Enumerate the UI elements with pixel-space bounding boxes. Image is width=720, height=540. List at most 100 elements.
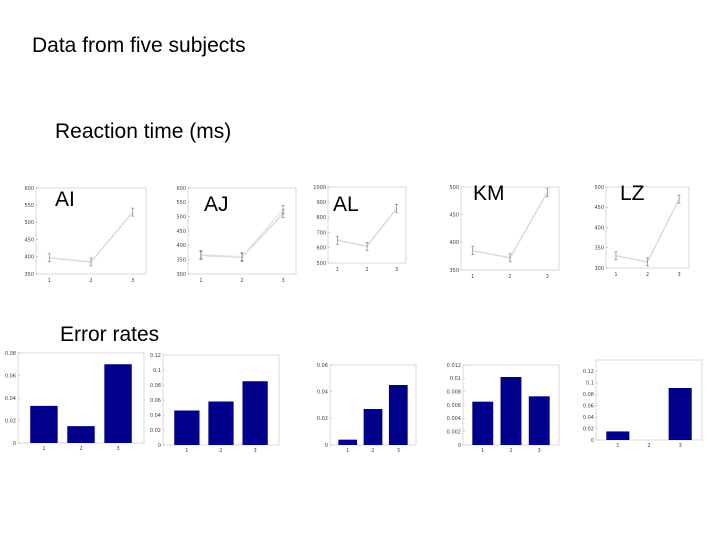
y-tick-label: 0.04 bbox=[317, 389, 328, 395]
bar bbox=[606, 431, 630, 440]
x-tick-label: 1 bbox=[199, 278, 202, 284]
y-tick-label: 0.02 bbox=[583, 426, 594, 432]
x-tick-label: 2 bbox=[240, 278, 243, 284]
bar bbox=[174, 410, 200, 445]
x-tick-label: 2 bbox=[508, 274, 511, 280]
y-tick-label: 600 bbox=[24, 186, 34, 192]
y-tick-label: 350 bbox=[594, 246, 604, 252]
y-tick-label: 0.06 bbox=[5, 373, 16, 379]
y-tick-label: 0.06 bbox=[583, 404, 594, 410]
y-tick-label: 350 bbox=[176, 257, 186, 263]
y-tick-label: 500 bbox=[24, 220, 34, 226]
x-tick-label: 3 bbox=[538, 448, 541, 454]
y-tick-label: 800 bbox=[316, 215, 326, 221]
x-tick-label: 3 bbox=[679, 443, 682, 449]
y-tick-label: 0 bbox=[158, 443, 161, 449]
subject-label-aj: AJ bbox=[204, 193, 229, 216]
bar bbox=[500, 377, 522, 445]
x-tick-label: 1 bbox=[346, 448, 349, 454]
err-chart-al-plot: 0 0.02 0.04 0.06 1 2 3 bbox=[317, 363, 417, 454]
y-tick-label: 0.06 bbox=[150, 398, 161, 404]
y-tick-label: 0.08 bbox=[150, 383, 161, 389]
bar bbox=[338, 439, 358, 445]
subject-label-km: KM bbox=[473, 182, 505, 205]
y-tick-label: 0.006 bbox=[447, 403, 461, 409]
bar bbox=[104, 364, 132, 443]
y-tick-label: 600 bbox=[316, 246, 326, 252]
rt-chart-aj-plot: 300 350 400 450 500 550 600 1 2 3 bbox=[176, 186, 297, 284]
x-tick-label: 1 bbox=[471, 274, 474, 280]
y-tick-label: 0.01 bbox=[450, 376, 461, 382]
y-tick-label: 550 bbox=[24, 203, 34, 209]
x-tick-label: 2 bbox=[371, 448, 374, 454]
y-tick-label: 0.004 bbox=[447, 416, 461, 422]
y-tick-label: 450 bbox=[176, 229, 186, 235]
x-tick-label: 3 bbox=[116, 446, 119, 452]
y-tick-label: 0.02 bbox=[317, 416, 328, 422]
y-tick-label: 900 bbox=[316, 200, 326, 206]
y-tick-label: 0.04 bbox=[150, 413, 161, 419]
x-tick-label: 3 bbox=[131, 278, 134, 284]
y-tick-label: 500 bbox=[316, 261, 326, 267]
y-tick-label: 450 bbox=[449, 212, 459, 218]
x-tick-label: 1 bbox=[616, 443, 619, 449]
x-tick-label: 3 bbox=[677, 272, 680, 278]
err-chart-ai-plot: 0 0.02 0.04 0.06 0.08 1 2 3 bbox=[5, 351, 145, 452]
y-tick-label: 0 bbox=[591, 438, 594, 444]
y-tick-label: 0.1 bbox=[153, 368, 161, 374]
x-tick-label: 1 bbox=[336, 267, 339, 273]
x-tick-label: 3 bbox=[395, 267, 398, 273]
y-tick-label: 550 bbox=[176, 200, 186, 206]
y-tick-label: 450 bbox=[24, 237, 34, 243]
bar bbox=[668, 388, 692, 440]
error-rates-label: Error rates bbox=[60, 323, 160, 346]
bar bbox=[363, 409, 383, 445]
err-chart-km-plot: 0 0.002 0.004 0.006 0.008 0.01 0.012 1 2 3 bbox=[447, 363, 560, 454]
subject-label-lz: LZ bbox=[620, 182, 645, 205]
x-tick-label: 2 bbox=[89, 278, 92, 284]
y-tick-label: 400 bbox=[24, 255, 34, 261]
x-tick-label: 1 bbox=[42, 446, 45, 452]
slide-title: Data from five subjects bbox=[32, 34, 246, 57]
rt-chart-al-plot: 500 600 700 800 900 1000 1 2 3 bbox=[313, 185, 407, 273]
err-chart-aj-plot: 0 0.02 0.04 0.06 0.08 0.1 0.12 1 2 3 bbox=[150, 353, 280, 454]
y-tick-label: 0.04 bbox=[583, 415, 594, 421]
y-tick-label: 300 bbox=[176, 272, 186, 278]
x-tick-label: 2 bbox=[647, 443, 650, 449]
y-tick-label: 350 bbox=[449, 268, 459, 274]
y-tick-label: 0.008 bbox=[447, 389, 461, 395]
y-tick-label: 0.012 bbox=[447, 363, 461, 369]
y-tick-label: 0.02 bbox=[5, 418, 16, 424]
y-tick-label: 450 bbox=[594, 205, 604, 211]
y-tick-label: 400 bbox=[594, 225, 604, 231]
err-chart-lz-plot: 0 0.02 0.04 0.06 0.08 0.1 0.12 1 2 3 bbox=[583, 359, 703, 449]
bar bbox=[388, 385, 408, 445]
y-tick-label: 0.002 bbox=[447, 429, 461, 435]
y-tick-label: 0.02 bbox=[150, 428, 161, 434]
bar bbox=[67, 426, 95, 443]
subject-label-ai: AI bbox=[55, 188, 75, 211]
x-tick-label: 1 bbox=[481, 448, 484, 454]
x-tick-label: 3 bbox=[397, 448, 400, 454]
x-tick-label: 1 bbox=[185, 448, 188, 454]
x-tick-label: 3 bbox=[546, 274, 549, 280]
y-tick-label: 300 bbox=[594, 266, 604, 272]
y-tick-label: 500 bbox=[176, 214, 186, 220]
y-tick-label: 400 bbox=[449, 240, 459, 246]
y-tick-label: 0.12 bbox=[150, 353, 161, 359]
y-tick-label: 0.08 bbox=[5, 351, 16, 357]
y-tick-label: 0.08 bbox=[583, 392, 594, 398]
y-tick-label: 0 bbox=[325, 443, 328, 449]
x-tick-label: 2 bbox=[509, 448, 512, 454]
x-tick-label: 3 bbox=[281, 278, 284, 284]
x-tick-label: 2 bbox=[646, 272, 649, 278]
bar bbox=[208, 401, 234, 445]
x-tick-label: 1 bbox=[614, 272, 617, 278]
y-tick-label: 0 bbox=[458, 443, 461, 449]
y-tick-label: 0.06 bbox=[317, 363, 328, 369]
y-tick-label: 1000 bbox=[313, 185, 326, 191]
rt-chart-lz-plot: 300 350 400 450 500 1 2 3 bbox=[594, 185, 690, 278]
y-tick-label: 700 bbox=[316, 230, 326, 236]
x-tick-label: 2 bbox=[219, 448, 222, 454]
y-tick-label: 0.12 bbox=[583, 369, 594, 375]
